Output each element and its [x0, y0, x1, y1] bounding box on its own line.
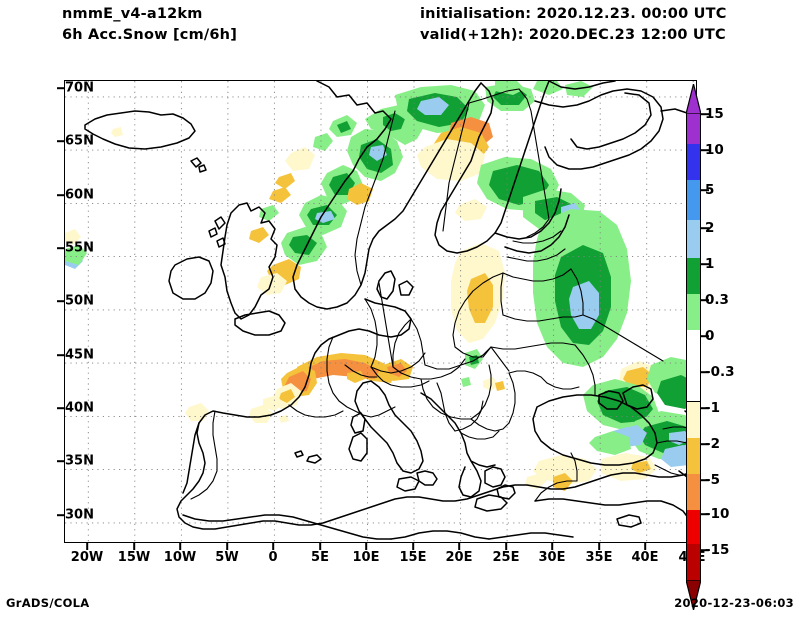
y-tick-label: 70N	[65, 80, 94, 96]
y-tick-label: 45N	[65, 347, 94, 363]
x-tick-label: 5E	[311, 550, 329, 565]
map-canvas	[65, 81, 696, 542]
model-name: nmmE_v4-a12km	[62, 6, 203, 22]
x-tick-label: 30E	[538, 550, 566, 565]
field-name: 6h Acc.Snow [cm/6h]	[62, 27, 238, 43]
x-tick-mark	[133, 543, 135, 550]
y-tick-mark	[57, 87, 64, 89]
x-tick-mark	[598, 543, 600, 550]
y-tick-label: 55N	[65, 240, 94, 256]
colorbar-tick	[701, 149, 709, 151]
x-tick-label: 40E	[631, 550, 659, 565]
colorbar-label: -0.3	[705, 364, 735, 380]
x-tick-mark	[319, 543, 321, 550]
x-tick-label: 0	[268, 550, 278, 565]
x-tick-label: 20E	[445, 550, 473, 565]
x-tick-mark	[505, 543, 507, 550]
y-tick-mark	[57, 407, 64, 409]
colorbar-bottom-arrow-icon	[686, 580, 701, 610]
y-tick-label: 65N	[65, 133, 94, 149]
valid-time: valid(+12h): 2020.DEC.23 12:00 UTC	[420, 27, 726, 43]
x-tick-label: 35E	[585, 550, 613, 565]
colorbar	[686, 84, 701, 610]
x-tick-label: 5W	[215, 550, 239, 565]
map-svg	[65, 81, 696, 542]
x-tick-label: 15W	[117, 550, 151, 565]
y-tick-mark	[57, 140, 64, 142]
x-tick-mark	[412, 543, 414, 550]
colorbar-tick	[701, 335, 709, 337]
y-tick-mark	[57, 514, 64, 516]
initialisation-time: initialisation: 2020.12.23. 00:00 UTC	[420, 6, 727, 22]
colorbar-tick	[701, 371, 709, 373]
y-tick-mark	[57, 460, 64, 462]
x-tick-label: 10W	[163, 550, 197, 565]
y-tick-mark	[57, 247, 64, 249]
colorbar-tick	[701, 443, 709, 445]
header: nmmE_v4-a12km 6h Acc.Snow [cm/6h] initia…	[0, 0, 800, 56]
colorbar-tick	[701, 113, 709, 115]
x-tick-mark	[226, 543, 228, 550]
colorbar-label: 2	[705, 220, 715, 236]
footer-attribution: GrADS/COLA	[6, 596, 90, 610]
colorbar-label: -1	[705, 400, 720, 416]
colorbar-top-arrow-icon	[686, 84, 701, 114]
colorbar-outline	[686, 114, 701, 580]
x-tick-label: 20W	[70, 550, 104, 565]
colorbar-label: 5	[705, 182, 715, 198]
y-tick-mark	[57, 300, 64, 302]
colorbar-label: -5	[705, 472, 720, 488]
x-tick-mark	[551, 543, 553, 550]
footer-timestamp: 2020-12-23-06:03	[674, 596, 794, 610]
coastlines	[84, 81, 696, 540]
colorbar-label: 10	[705, 142, 724, 158]
colorbar-tick	[701, 189, 709, 191]
colorbar-label: -10	[705, 506, 730, 522]
map-plot-area	[64, 80, 697, 543]
x-tick-mark	[179, 543, 181, 550]
x-tick-label: 10E	[352, 550, 380, 565]
colorbar-label: 15	[705, 106, 724, 122]
x-tick-mark	[644, 543, 646, 550]
y-tick-label: 40N	[65, 400, 94, 416]
colorbar-tick	[701, 407, 709, 409]
y-tick-mark	[57, 354, 64, 356]
colorbar-label: 0.3	[705, 292, 729, 308]
colorbar-label: 0	[705, 328, 715, 344]
colorbar-tick	[701, 227, 709, 229]
y-tick-label: 60N	[65, 187, 94, 203]
x-tick-label: 15E	[399, 550, 427, 565]
colorbar-tick	[701, 549, 709, 551]
colorbar-tick	[701, 479, 709, 481]
x-tick-mark	[458, 543, 460, 550]
y-tick-mark	[57, 194, 64, 196]
y-tick-label: 30N	[65, 507, 94, 523]
x-tick-label: 25E	[492, 550, 520, 565]
y-tick-label: 35N	[65, 453, 94, 469]
x-tick-mark	[86, 543, 88, 550]
colorbar-tick	[701, 263, 709, 265]
x-tick-mark	[272, 543, 274, 550]
x-tick-mark	[365, 543, 367, 550]
colorbar-tick	[701, 299, 709, 301]
colorbar-label: -2	[705, 436, 720, 452]
colorbar-label: -15	[705, 542, 730, 558]
colorbar-label: 1	[705, 256, 715, 272]
y-tick-label: 50N	[65, 293, 94, 309]
colorbar-tick	[701, 513, 709, 515]
